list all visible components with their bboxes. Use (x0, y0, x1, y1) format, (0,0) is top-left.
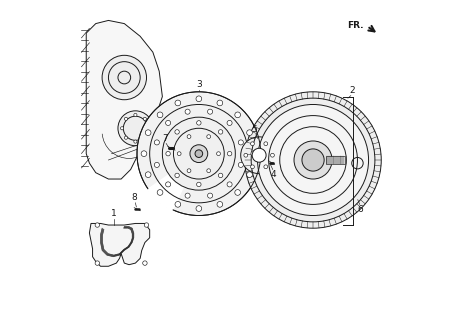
Circle shape (250, 142, 254, 146)
Circle shape (250, 151, 256, 156)
Text: FR.: FR. (347, 21, 363, 30)
Circle shape (177, 152, 181, 156)
Circle shape (207, 109, 212, 114)
Polygon shape (89, 223, 149, 266)
Circle shape (246, 130, 252, 135)
Circle shape (293, 141, 331, 179)
Circle shape (238, 162, 243, 167)
Circle shape (206, 135, 210, 139)
Text: 6: 6 (357, 205, 363, 214)
Circle shape (120, 127, 123, 130)
Circle shape (217, 202, 222, 207)
Circle shape (175, 202, 180, 207)
Circle shape (263, 165, 267, 169)
Circle shape (196, 182, 201, 187)
Circle shape (227, 120, 232, 125)
Circle shape (124, 136, 127, 139)
Circle shape (134, 113, 137, 116)
Circle shape (252, 148, 266, 162)
Circle shape (227, 182, 232, 187)
Circle shape (301, 149, 324, 171)
Circle shape (217, 100, 222, 106)
Circle shape (102, 55, 146, 100)
Text: 1: 1 (111, 209, 117, 218)
Circle shape (218, 173, 222, 178)
Circle shape (257, 105, 368, 215)
Circle shape (227, 151, 231, 156)
Circle shape (157, 112, 163, 118)
Circle shape (175, 130, 179, 134)
Bar (325, 156, 344, 164)
Circle shape (147, 127, 150, 130)
Circle shape (124, 117, 127, 120)
Circle shape (187, 135, 190, 139)
Text: 4: 4 (270, 170, 276, 179)
Text: 7: 7 (162, 133, 168, 142)
Circle shape (142, 261, 147, 265)
Circle shape (263, 142, 267, 146)
Polygon shape (86, 20, 162, 179)
Circle shape (234, 190, 240, 195)
Circle shape (175, 173, 179, 178)
Circle shape (196, 206, 201, 212)
Circle shape (246, 172, 252, 178)
Circle shape (143, 117, 146, 120)
Circle shape (250, 165, 254, 169)
Circle shape (196, 121, 201, 125)
Circle shape (165, 120, 170, 125)
Circle shape (145, 130, 151, 135)
Circle shape (165, 182, 170, 187)
Circle shape (134, 140, 137, 143)
Text: 8: 8 (131, 193, 137, 202)
Circle shape (195, 150, 202, 157)
Circle shape (218, 130, 222, 134)
Text: 2: 2 (348, 86, 354, 95)
Circle shape (162, 117, 235, 190)
Circle shape (157, 190, 163, 195)
Circle shape (238, 140, 243, 145)
Circle shape (185, 193, 190, 198)
Circle shape (145, 172, 151, 178)
Circle shape (196, 96, 201, 102)
Circle shape (154, 140, 159, 145)
Circle shape (244, 92, 380, 228)
Text: 3: 3 (196, 80, 201, 89)
Circle shape (207, 193, 212, 198)
Circle shape (240, 137, 277, 174)
Circle shape (270, 153, 274, 157)
Wedge shape (147, 154, 198, 211)
Circle shape (95, 261, 99, 265)
Circle shape (141, 151, 147, 156)
Circle shape (216, 152, 220, 156)
Circle shape (166, 151, 170, 156)
Text: 5: 5 (250, 125, 256, 134)
Circle shape (243, 153, 247, 157)
Circle shape (143, 136, 146, 139)
Circle shape (185, 109, 190, 114)
Circle shape (187, 169, 190, 172)
Circle shape (118, 111, 152, 146)
Circle shape (234, 112, 240, 118)
Circle shape (175, 100, 180, 106)
Circle shape (189, 145, 207, 163)
Circle shape (206, 169, 210, 172)
Circle shape (144, 223, 149, 227)
Circle shape (137, 92, 260, 215)
Circle shape (154, 162, 159, 167)
Circle shape (95, 223, 99, 227)
